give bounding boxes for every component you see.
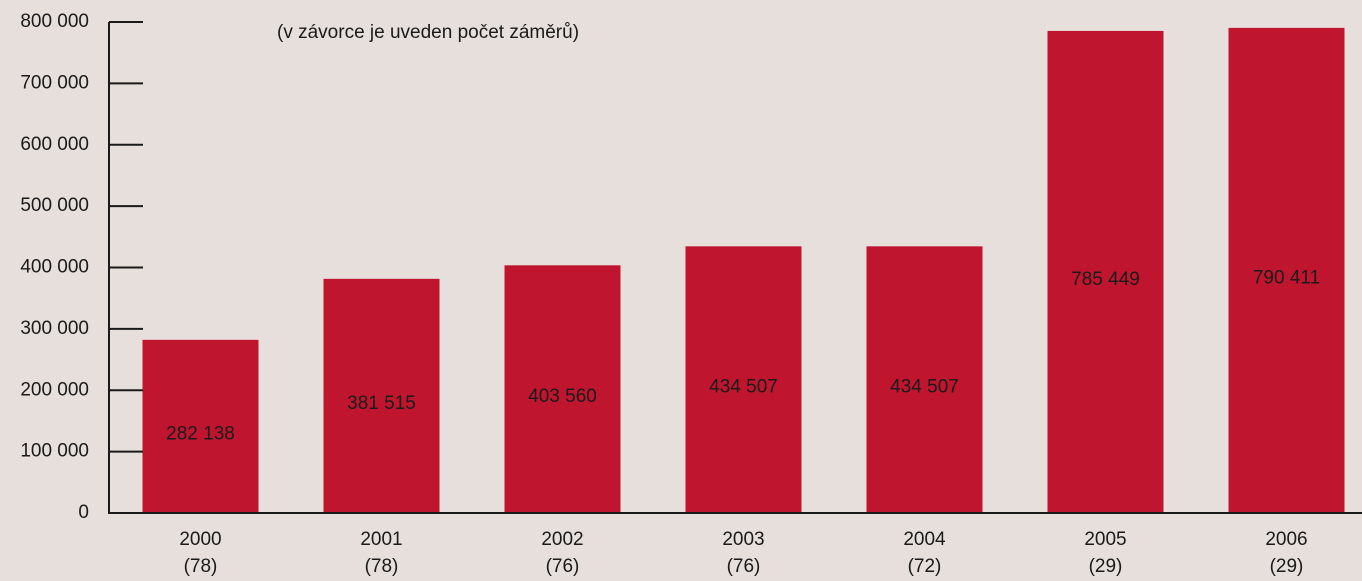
x-tick-label: 2005 [1084, 529, 1126, 550]
annotation: (v závorce je uveden počet záměrů) [277, 22, 579, 43]
y-tick-label: 600 000 [20, 134, 89, 155]
bar [142, 339, 259, 513]
x-tick-label: 2003 [722, 529, 764, 550]
x-tick-sublabel: (78) [365, 556, 399, 577]
bar-value-label: 381 515 [347, 393, 416, 414]
y-tick-label: 700 000 [20, 72, 89, 93]
bar [866, 246, 983, 513]
y-tick-label: 500 000 [20, 195, 89, 216]
y-tick-label: 0 [78, 502, 89, 523]
bar [1047, 30, 1164, 514]
y-tick-label: 100 000 [20, 441, 89, 462]
bar [1228, 27, 1345, 513]
y-tick-label: 800 000 [20, 11, 89, 32]
bar-value-label: 790 411 [1253, 267, 1320, 288]
x-tick-sublabel: (29) [1089, 556, 1123, 577]
x-tick-sublabel: (76) [727, 556, 761, 577]
x-tick-label: 2006 [1265, 529, 1307, 550]
x-tick-label: 2004 [903, 529, 946, 550]
bar [504, 265, 621, 513]
y-tick-label: 200 000 [20, 379, 89, 400]
bar-value-label: 282 138 [166, 423, 235, 444]
bar [323, 278, 440, 513]
x-tick-sublabel: (72) [908, 556, 942, 577]
x-tick-label: 2002 [541, 529, 583, 550]
x-tick-label: 2000 [179, 529, 221, 550]
bar-value-label: 434 507 [709, 377, 778, 398]
x-tick-label: 2001 [360, 529, 402, 550]
bar-value-label: 434 507 [890, 377, 959, 398]
x-tick-sublabel: (76) [546, 556, 580, 577]
x-tick-sublabel: (78) [184, 556, 218, 577]
y-tick-label: 300 000 [20, 318, 89, 339]
y-tick-label: 400 000 [20, 257, 89, 278]
bar [685, 246, 802, 513]
bar-value-label: 785 449 [1071, 269, 1140, 290]
bar-value-label: 403 560 [528, 386, 597, 407]
x-tick-sublabel: (29) [1270, 556, 1304, 577]
